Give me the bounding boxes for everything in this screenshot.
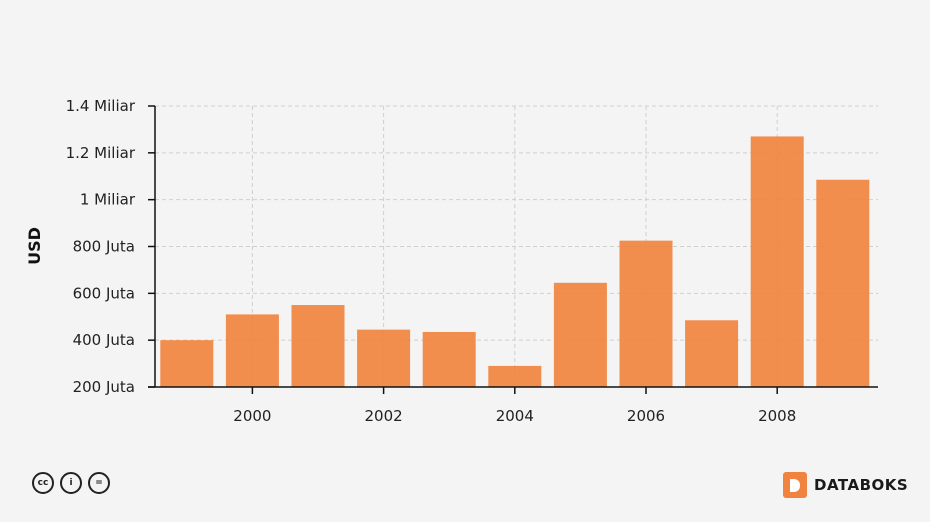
x-tick-label: 2000 — [233, 407, 271, 425]
y-tick-label: 1 Miliar — [80, 191, 136, 209]
y-tick-label: 200 Juta — [73, 378, 135, 396]
bar-2008 — [750, 136, 804, 387]
databoks-logo-icon — [783, 472, 807, 498]
x-tick-label: 2002 — [365, 407, 403, 425]
brand-logo[interactable]: DATABOKS — [783, 472, 908, 498]
by-icon: i — [60, 472, 82, 494]
x-tick-label: 2006 — [627, 407, 665, 425]
brand-name: DATABOKS — [814, 476, 909, 494]
x-tick-label: 2004 — [496, 407, 534, 425]
bar-layer — [160, 136, 870, 387]
y-tick-label: 400 Juta — [73, 331, 135, 349]
bar-2000 — [225, 314, 279, 387]
bar-2007 — [685, 320, 739, 387]
bar-2003 — [422, 331, 476, 387]
bar-2006 — [619, 240, 673, 387]
y-tick-label: 800 Juta — [73, 238, 135, 256]
y-tick-label: 1.4 Miliar — [66, 97, 136, 115]
bar-2009 — [816, 179, 870, 387]
bar-2005 — [553, 282, 607, 387]
bar-2001 — [291, 305, 345, 387]
y-axis-title: USD — [25, 227, 44, 265]
license-badges: cc i = — [32, 472, 110, 494]
axis-layer: 200 Juta 400 Juta 600 Juta 800 Juta 1 Miliar… — [66, 97, 878, 425]
nd-icon: = — [88, 472, 110, 494]
cc-icon: cc — [32, 472, 54, 494]
y-tick-label: 600 Juta — [73, 284, 135, 302]
x-tick-label: 2008 — [758, 407, 796, 425]
bar-2004 — [488, 365, 542, 387]
bar-2002 — [357, 329, 411, 387]
y-tick-label: 1.2 Miliar — [66, 144, 136, 162]
bar-1999 — [160, 340, 214, 387]
